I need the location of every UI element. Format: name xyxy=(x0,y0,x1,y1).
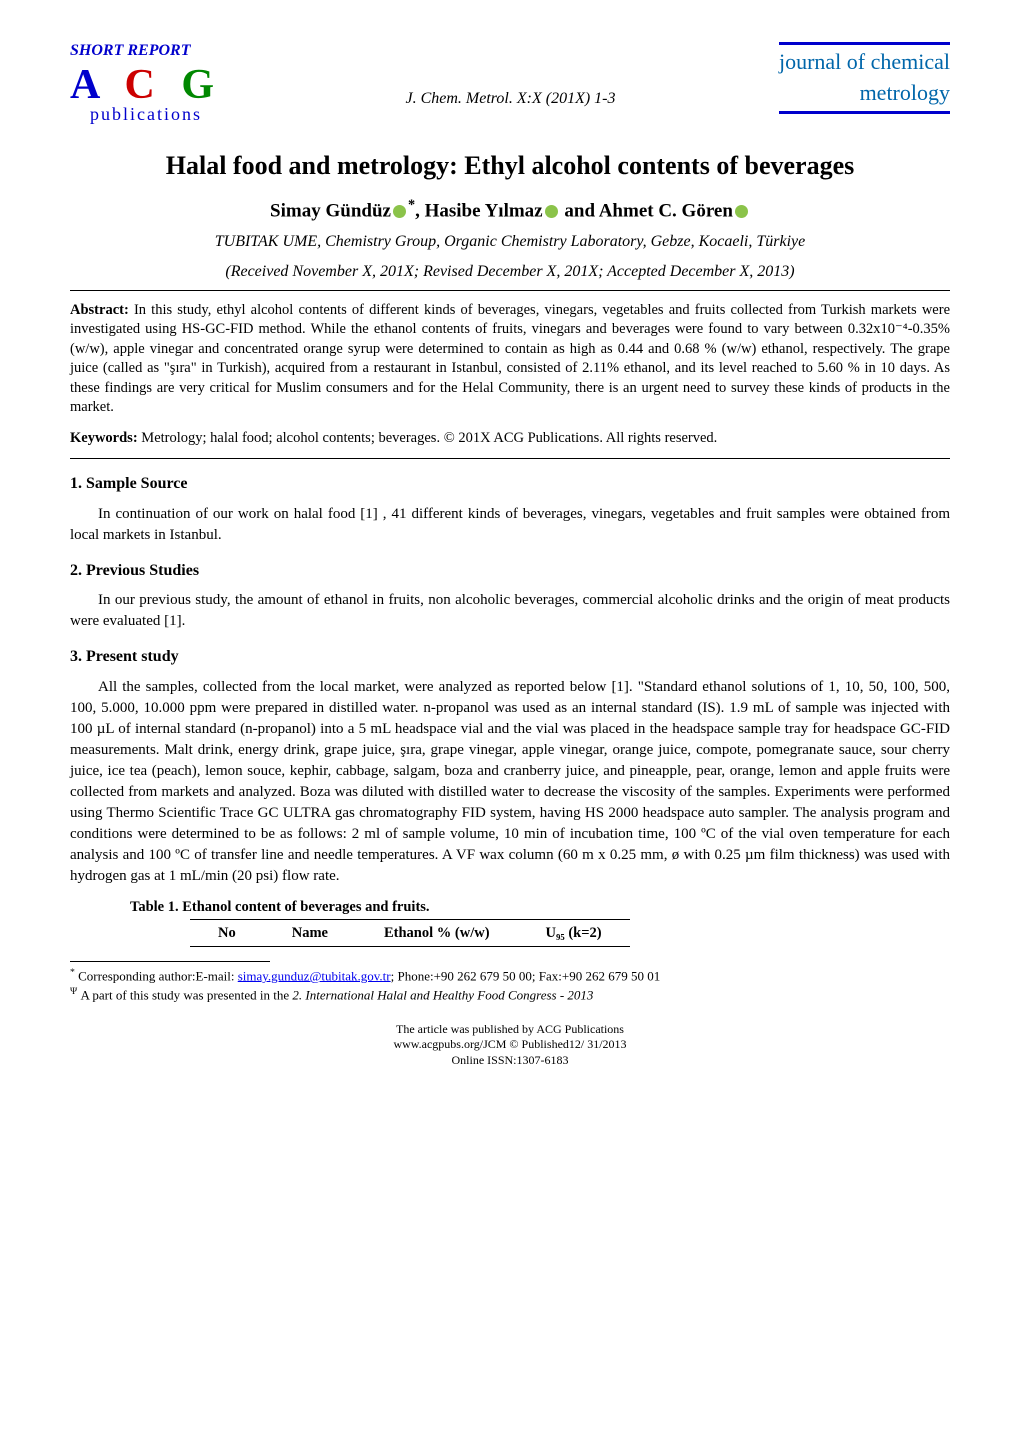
footer-line-2: www.acgpubs.org/JCM © Published12/ 31/20… xyxy=(70,1037,950,1053)
footnote-separator xyxy=(70,961,270,962)
short-report-label: SHORT REPORT xyxy=(70,40,190,62)
footnote-1-text-a: Corresponding author:E-mail: xyxy=(75,968,238,983)
table-col-1: Name xyxy=(264,919,356,946)
footnote-2: Ψ A part of this study was presented in … xyxy=(70,985,950,1004)
section-2-heading: 2. Previous Studies xyxy=(70,560,950,582)
acg-logo: A C G publications xyxy=(70,64,222,127)
abstract-text: In this study, ethyl alcohol contents of… xyxy=(70,302,950,416)
footnote-2-text-b: 2. International Halal and Healthy Food … xyxy=(292,987,593,1002)
article-title: Halal food and metrology: Ethyl alcohol … xyxy=(70,148,950,184)
header-rule-bottom xyxy=(779,111,950,114)
author-3: and Ahmet C. Gören xyxy=(560,200,733,221)
table-col-2: Ethanol % (w/w) xyxy=(356,919,518,946)
footer-line-3: Online ISSN:1307-6183 xyxy=(70,1053,950,1069)
header: SHORT REPORT A C G publications J. Chem.… xyxy=(70,40,950,128)
footer: The article was published by ACG Publica… xyxy=(70,1022,950,1069)
author-1-sup: * xyxy=(408,197,415,213)
author-1: Simay Gündüz xyxy=(270,200,391,221)
author-2: , Hasibe Yılmaz xyxy=(415,200,543,221)
footer-line-1: The article was published by ACG Publica… xyxy=(70,1022,950,1038)
journal-name-line1: journal of chemical xyxy=(779,47,950,78)
abstract: Abstract: In this study, ethyl alcohol c… xyxy=(70,301,950,418)
section-1-text: In continuation of our work on halal foo… xyxy=(70,504,950,546)
table-col-0: No xyxy=(190,919,264,946)
table-col-3: U₉₅ (k=2) xyxy=(518,919,630,946)
journal-reference: J. Chem. Metrol. X:X (201X) 1-3 xyxy=(405,88,615,110)
acg-letters: A C G xyxy=(70,64,222,106)
header-right: journal of chemical metrology xyxy=(779,40,950,116)
footnote-1-text-b: ; Phone:+90 262 679 50 00; Fax:+90 262 6… xyxy=(391,968,661,983)
orcid-icon xyxy=(735,205,748,218)
table-header-row: No Name Ethanol % (w/w) U₉₅ (k=2) xyxy=(190,919,630,946)
section-3-text: All the samples, collected from the loca… xyxy=(70,677,950,887)
section-1-heading: 1. Sample Source xyxy=(70,473,950,495)
dates: (Received November X, 201X; Revised Dece… xyxy=(70,261,950,283)
table-caption: Table 1. Ethanol content of beverages an… xyxy=(70,897,950,917)
keywords: Keywords: Metrology; halal food; alcohol… xyxy=(70,428,950,448)
header-rule-top xyxy=(779,42,950,45)
section-2-text: In our previous study, the amount of eth… xyxy=(70,590,950,632)
abstract-label: Abstract: xyxy=(70,302,129,318)
authors: Simay Gündüz *, Hasibe Yılmaz and Ahmet C… xyxy=(70,196,950,225)
orcid-icon xyxy=(393,205,406,218)
keywords-label: Keywords: xyxy=(70,430,138,446)
keywords-text: Metrology; halal food; alcohol contents;… xyxy=(141,430,717,446)
header-left: SHORT REPORT A C G publications xyxy=(70,40,222,128)
footnote-2-text-a: A part of this study was presented in th… xyxy=(77,987,292,1002)
footnote-email-link[interactable]: simay.gunduz@tubitak.gov.tr xyxy=(238,968,391,983)
section-3-heading: 3. Present study xyxy=(70,646,950,668)
affiliation: TUBITAK UME, Chemistry Group, Organic Ch… xyxy=(70,231,950,253)
journal-name-line2: metrology xyxy=(779,78,950,109)
divider xyxy=(70,458,950,459)
logo-publications: publications xyxy=(90,102,202,127)
footnote-1: * Corresponding author:E-mail: simay.gun… xyxy=(70,966,950,985)
data-table: No Name Ethanol % (w/w) U₉₅ (k=2) xyxy=(190,919,630,947)
divider xyxy=(70,290,950,291)
orcid-icon xyxy=(545,205,558,218)
